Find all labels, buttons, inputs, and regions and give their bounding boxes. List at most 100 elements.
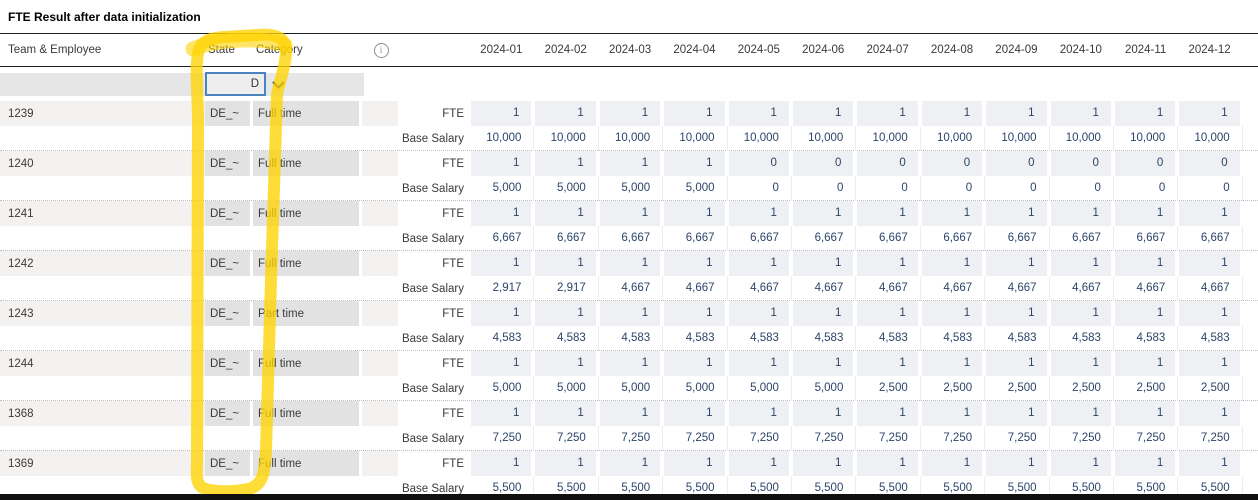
measure-label-base-salary[interactable]: Base Salary	[401, 182, 464, 195]
salary-value-cell[interactable]: 5,500	[1050, 476, 1114, 500]
salary-value-cell[interactable]: 7,250	[1178, 426, 1243, 451]
measure-label-base-salary[interactable]: Base Salary	[401, 232, 464, 245]
fte-value-cell[interactable]: 1	[534, 201, 599, 226]
salary-value-cell[interactable]: 0	[792, 176, 857, 201]
month-header[interactable]: 2024-03	[608, 44, 652, 56]
salary-value-cell[interactable]: 4,583	[792, 326, 857, 351]
fte-value-cell[interactable]: 1	[598, 151, 664, 176]
fte-value-cell[interactable]: 1	[856, 101, 921, 126]
fte-value-cell[interactable]: 1	[727, 351, 792, 376]
fte-value-cell[interactable]: 1	[663, 151, 728, 176]
fte-value-cell[interactable]: 1	[1049, 251, 1114, 276]
column-header-category[interactable]: Category	[256, 44, 303, 56]
salary-value-cell[interactable]: 6,667	[856, 226, 921, 251]
fte-value-cell[interactable]: 1	[920, 401, 986, 426]
salary-value-cell[interactable]: 4,667	[856, 276, 921, 301]
fte-value-cell[interactable]: 1	[534, 451, 599, 476]
category-cell[interactable]: Part time	[253, 301, 359, 326]
salary-value-cell[interactable]: 2,917	[534, 276, 599, 301]
fte-value-cell[interactable]: 0	[791, 151, 857, 176]
fte-value-cell[interactable]: 1	[534, 151, 599, 176]
month-header[interactable]: 2024-01	[480, 44, 523, 56]
salary-value-cell[interactable]: 6,667	[985, 226, 1050, 251]
fte-value-cell[interactable]: 1	[470, 301, 535, 326]
salary-value-cell[interactable]: 4,583	[856, 326, 921, 351]
fte-value-cell[interactable]: 1	[985, 251, 1050, 276]
salary-value-cell[interactable]: 4,583	[728, 326, 792, 351]
salary-value-cell[interactable]: 7,250	[470, 426, 535, 451]
fte-value-cell[interactable]: 1	[470, 451, 535, 476]
fte-value-cell[interactable]: 0	[1178, 151, 1243, 176]
salary-value-cell[interactable]: 10,000	[1050, 126, 1114, 151]
salary-value-cell[interactable]: 4,667	[1178, 276, 1243, 301]
fte-value-cell[interactable]: 1	[1178, 351, 1243, 376]
fte-value-cell[interactable]: 1	[534, 101, 599, 126]
salary-value-cell[interactable]: 6,667	[1050, 226, 1114, 251]
fte-value-cell[interactable]: 1	[534, 251, 599, 276]
measure-label-fte[interactable]: FTE	[442, 107, 464, 120]
salary-value-cell[interactable]: 5,000	[663, 376, 728, 401]
salary-value-cell[interactable]: 6,667	[599, 226, 664, 251]
salary-value-cell[interactable]: 0	[921, 176, 986, 201]
fte-value-cell[interactable]: 1	[598, 451, 664, 476]
salary-value-cell[interactable]: 10,000	[921, 126, 986, 151]
salary-value-cell[interactable]: 4,583	[921, 326, 986, 351]
salary-value-cell[interactable]: 4,583	[1178, 326, 1243, 351]
state-cell[interactable]: DE_~	[205, 401, 250, 426]
salary-value-cell[interactable]: 7,250	[792, 426, 857, 451]
month-header[interactable]: 2024-11	[1124, 44, 1167, 56]
salary-value-cell[interactable]: 6,667	[728, 226, 792, 251]
state-cell[interactable]: DE_~	[205, 151, 250, 176]
state-filter-input[interactable]: D	[205, 72, 266, 96]
salary-value-cell[interactable]: 5,500	[599, 476, 664, 500]
salary-value-cell[interactable]: 4,667	[728, 276, 792, 301]
measure-label-fte[interactable]: FTE	[442, 257, 464, 270]
salary-value-cell[interactable]: 5,000	[792, 376, 857, 401]
salary-value-cell[interactable]: 10,000	[856, 126, 921, 151]
salary-value-cell[interactable]: 5,000	[663, 176, 728, 201]
measure-label-fte[interactable]: FTE	[442, 457, 464, 470]
salary-value-cell[interactable]: 5,000	[728, 376, 792, 401]
category-cell[interactable]: Full time	[253, 151, 359, 176]
salary-value-cell[interactable]: 10,000	[1114, 126, 1179, 151]
fte-value-cell[interactable]: 1	[1178, 101, 1243, 126]
fte-value-cell[interactable]: 1	[1178, 301, 1243, 326]
fte-value-cell[interactable]: 1	[791, 301, 857, 326]
fte-value-cell[interactable]: 1	[985, 451, 1050, 476]
fte-value-cell[interactable]: 1	[470, 251, 535, 276]
measure-label-fte[interactable]: FTE	[442, 157, 464, 170]
fte-value-cell[interactable]: 1	[598, 251, 664, 276]
fte-value-cell[interactable]: 1	[1049, 401, 1114, 426]
fte-value-cell[interactable]: 1	[727, 251, 792, 276]
salary-value-cell[interactable]: 4,583	[470, 326, 535, 351]
salary-value-cell[interactable]: 7,250	[856, 426, 921, 451]
measure-label-fte[interactable]: FTE	[442, 357, 464, 370]
month-header[interactable]: 2024-06	[802, 44, 845, 56]
fte-value-cell[interactable]: 1	[470, 151, 535, 176]
salary-value-cell[interactable]: 0	[856, 176, 921, 201]
salary-value-cell[interactable]: 6,667	[1114, 226, 1179, 251]
salary-value-cell[interactable]: 5,000	[599, 376, 664, 401]
fte-value-cell[interactable]: 1	[856, 201, 921, 226]
salary-value-cell[interactable]: 5,500	[985, 476, 1050, 500]
salary-value-cell[interactable]: 6,667	[921, 226, 986, 251]
measure-label-base-salary[interactable]: Base Salary	[401, 332, 464, 345]
salary-value-cell[interactable]: 4,583	[599, 326, 664, 351]
measure-label-base-salary[interactable]: Base Salary	[401, 382, 464, 395]
fte-value-cell[interactable]: 1	[663, 251, 728, 276]
salary-value-cell[interactable]: 4,667	[792, 276, 857, 301]
employee-id[interactable]: 1368	[0, 401, 205, 426]
measure-label-base-salary[interactable]: Base Salary	[401, 282, 464, 295]
category-cell[interactable]: Full time	[253, 201, 359, 226]
fte-value-cell[interactable]: 1	[1049, 201, 1114, 226]
fte-value-cell[interactable]: 1	[598, 401, 664, 426]
salary-value-cell[interactable]: 7,250	[534, 426, 599, 451]
salary-value-cell[interactable]: 10,000	[728, 126, 792, 151]
fte-value-cell[interactable]: 1	[856, 451, 921, 476]
fte-value-cell[interactable]: 1	[534, 301, 599, 326]
fte-value-cell[interactable]: 1	[470, 351, 535, 376]
salary-value-cell[interactable]: 5,500	[534, 476, 599, 500]
fte-value-cell[interactable]: 1	[856, 251, 921, 276]
fte-value-cell[interactable]: 0	[920, 151, 986, 176]
fte-value-cell[interactable]: 0	[985, 151, 1050, 176]
